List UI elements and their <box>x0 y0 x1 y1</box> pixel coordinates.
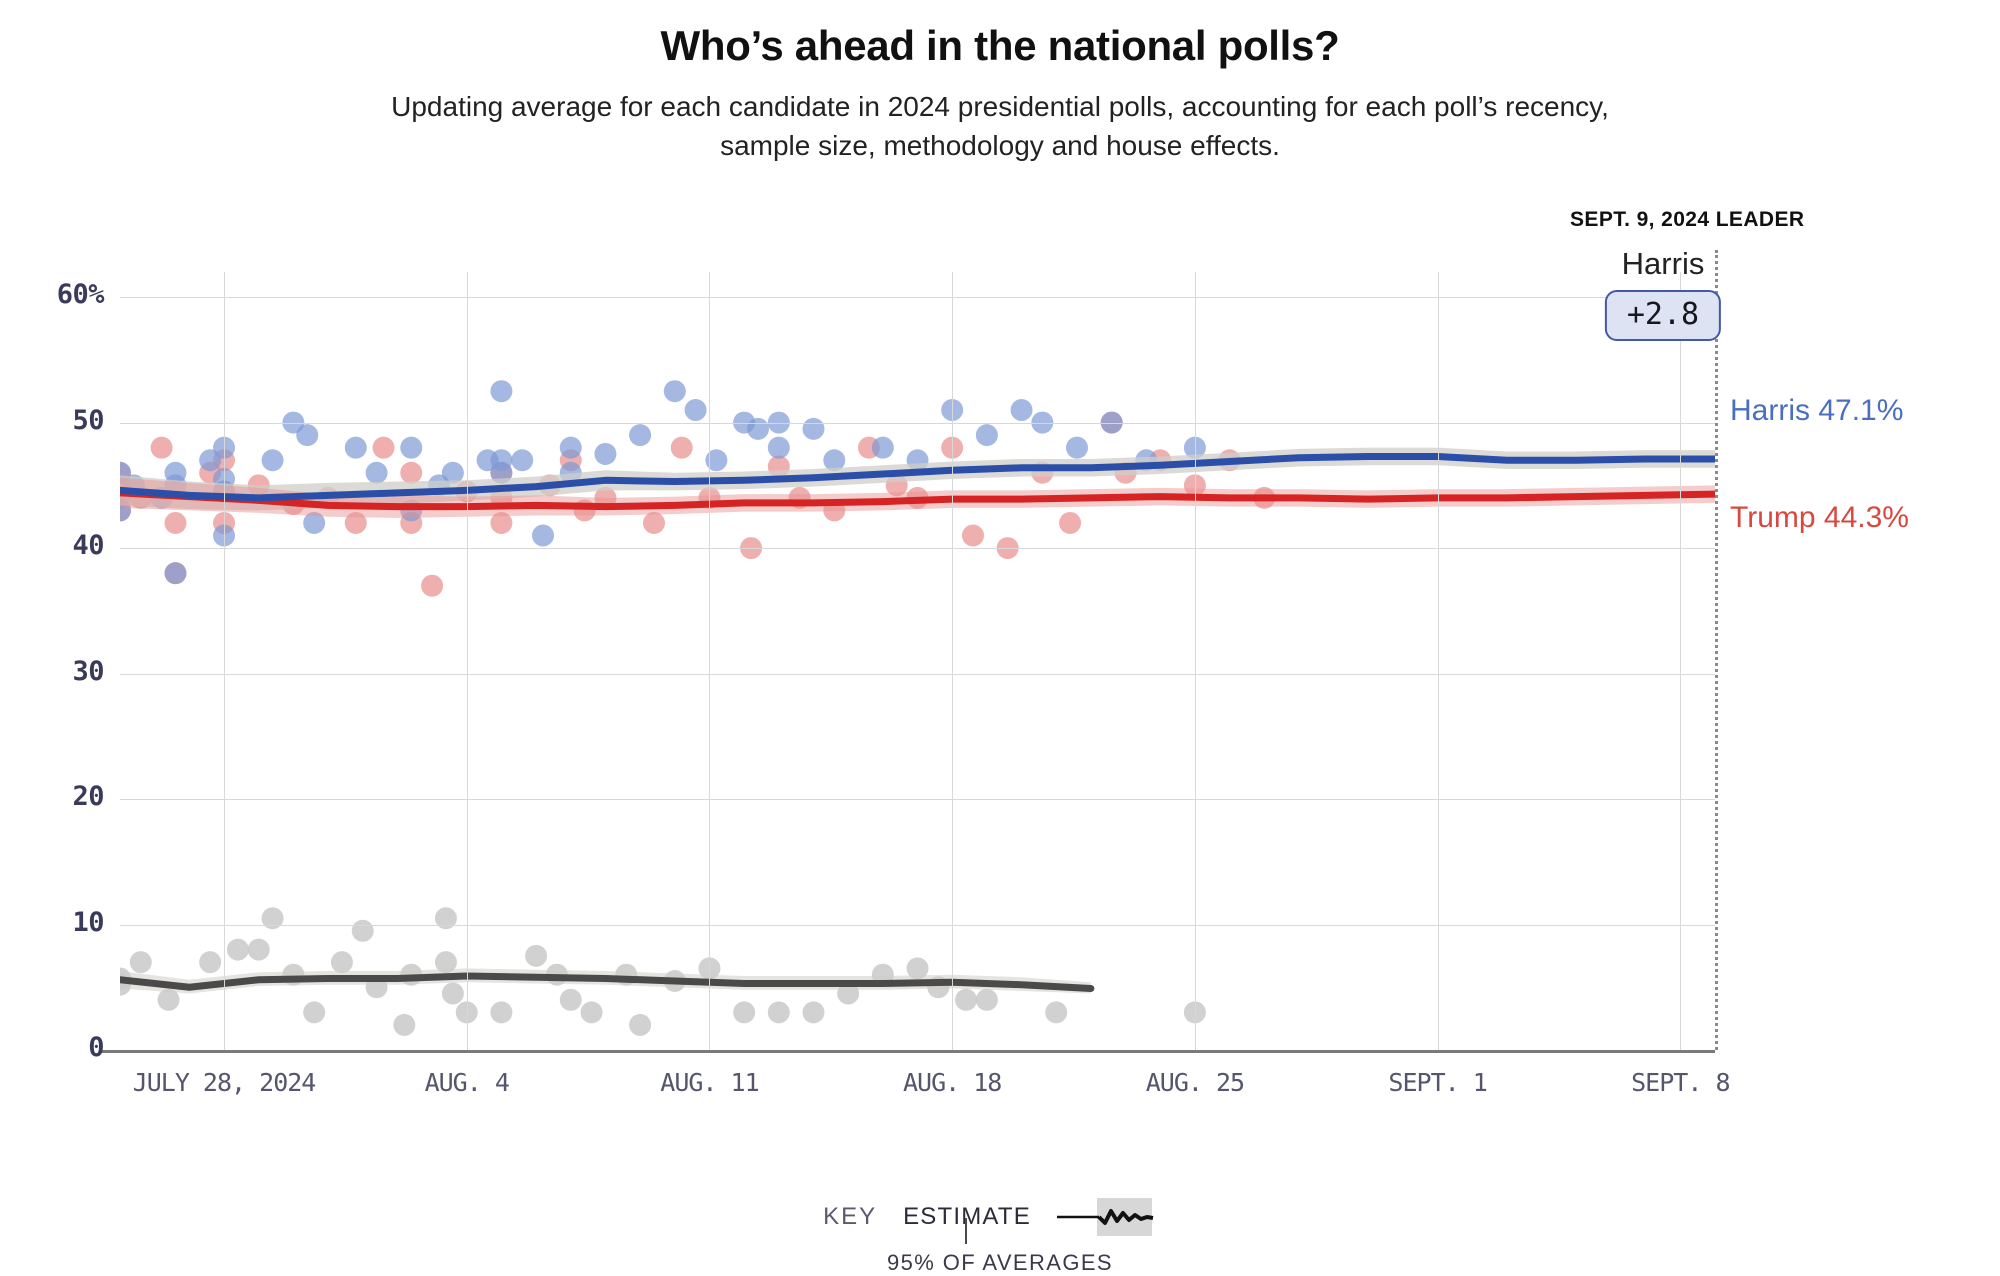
subtitle-line-2: sample size, methodology and house effec… <box>720 129 1280 161</box>
key-estimate-glyph <box>1056 1195 1177 1239</box>
y-tick-label-50: 50 <box>72 404 104 436</box>
x-tick-label-1: AUG. 4 <box>424 1068 510 1097</box>
gridline-y-0 <box>102 1050 1715 1053</box>
chart-header: Who’s ahead in the national polls? Updat… <box>0 0 2000 166</box>
gridline-x-6 <box>1680 272 1682 1050</box>
gridline-y-30 <box>120 673 1715 675</box>
x-tick-label-0: JULY 28, 2024 <box>132 1068 317 1097</box>
key-row: KEY ESTIMATE <box>823 1195 1177 1239</box>
key-band-pointer <box>965 1218 967 1244</box>
line-trump[interactable] <box>120 489 1715 511</box>
subtitle-line-1: Updating average for each candidate in 2… <box>391 91 1609 123</box>
gridline-y-40 <box>120 548 1715 550</box>
gridline-y-10 <box>120 924 1715 926</box>
chart-subtitle: Updating average for each candidate in 2… <box>0 70 2000 165</box>
key-word: KEY <box>823 1203 878 1230</box>
scatter-other <box>120 907 1206 1036</box>
plot-area <box>102 272 1715 1053</box>
current-date-marker <box>1715 250 1718 1050</box>
key-band-label: 95% OF AVERAGES <box>886 1250 1113 1275</box>
line-other[interactable] <box>120 972 1095 993</box>
y-tick-label-10: 10 <box>72 906 104 938</box>
x-tick-label-3: AUG. 18 <box>902 1068 1002 1097</box>
y-tick-label-20: 20 <box>72 781 104 813</box>
gridline-y-60 <box>120 297 1715 299</box>
series-layer <box>120 380 1715 1036</box>
band-harris <box>120 447 1715 511</box>
chart-key: KEY ESTIMATE <box>0 1195 2000 1239</box>
x-tick-label-4: AUG. 25 <box>1145 1068 1245 1097</box>
x-tick-label-6: SEPT. 8 <box>1631 1068 1730 1097</box>
page-title: Who’s ahead in the national polls? <box>660 22 1340 69</box>
gridline-x-5 <box>1437 272 1439 1050</box>
y-tick-label-60: 60% <box>56 279 105 311</box>
y-tick-label-30: 30 <box>72 655 104 687</box>
harris-end-label[interactable]: Harris 47.1% <box>1730 394 1904 427</box>
key-estimate-label: ESTIMATE <box>903 1203 1031 1230</box>
gridline-x-2 <box>709 272 711 1050</box>
gridline-x-0 <box>224 272 226 1050</box>
x-tick-label-2: AUG. 11 <box>660 1068 759 1097</box>
gridline-y-20 <box>120 799 1715 801</box>
line-harris[interactable] <box>120 452 1715 502</box>
leader-margin-badge[interactable]: +2.8 <box>1604 290 1722 341</box>
gridline-x-3 <box>952 272 954 1050</box>
leader-name: Harris <box>1621 246 1705 281</box>
leader-header: SEPT. 9, 2024 LEADER <box>1570 208 1805 231</box>
gridline-x-4 <box>1194 272 1196 1050</box>
y-tick-label-0: 0 <box>88 1032 104 1063</box>
y-tick-label-40: 40 <box>72 530 104 562</box>
x-tick-label-5: SEPT. 1 <box>1388 1068 1487 1097</box>
gridline-y-50 <box>120 422 1715 424</box>
gridline-x-1 <box>466 272 468 1050</box>
trump-end-label[interactable]: Trump 44.3% <box>1730 501 1909 534</box>
